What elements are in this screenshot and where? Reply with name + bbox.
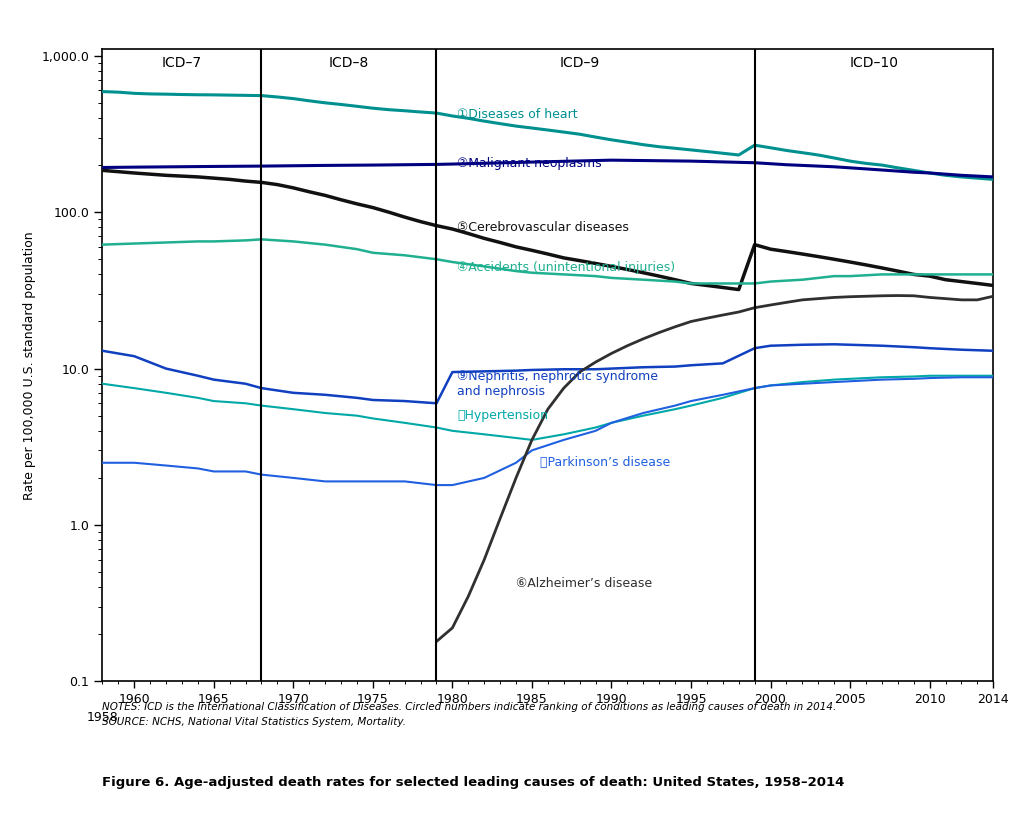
Text: ICD–8: ICD–8 xyxy=(329,56,369,70)
Text: 1958: 1958 xyxy=(86,711,119,723)
Text: ⑥Alzheimer’s disease: ⑥Alzheimer’s disease xyxy=(516,577,652,590)
Text: Figure 6. Age-adjusted death rates for selected leading causes of death: United : Figure 6. Age-adjusted death rates for s… xyxy=(102,776,845,789)
Text: ICD–9: ICD–9 xyxy=(559,56,600,70)
Text: ①Diseases of heart: ①Diseases of heart xyxy=(457,108,578,122)
Text: NOTES: ICD is the International Classification of Diseases. Circled numbers indi: NOTES: ICD is the International Classifi… xyxy=(102,702,837,712)
Text: ④Accidents (unintentional injuries): ④Accidents (unintentional injuries) xyxy=(457,261,675,274)
Text: ICD–7: ICD–7 xyxy=(162,56,202,70)
Text: ⑨Nephritis, nephrotic syndrome
and nephrosis: ⑨Nephritis, nephrotic syndrome and nephr… xyxy=(457,369,658,397)
Text: ⑤Cerebrovascular diseases: ⑤Cerebrovascular diseases xyxy=(457,221,629,234)
Y-axis label: Rate per 100,000 U.S. standard population: Rate per 100,000 U.S. standard populatio… xyxy=(23,231,36,500)
Text: SOURCE: NCHS, National Vital Statistics System, Mortality.: SOURCE: NCHS, National Vital Statistics … xyxy=(102,717,407,727)
Text: ⑬Hypertension: ⑬Hypertension xyxy=(457,409,548,422)
Text: ②Malignant neoplasms: ②Malignant neoplasms xyxy=(457,157,602,170)
Text: ⑭Parkinson’s disease: ⑭Parkinson’s disease xyxy=(540,456,670,470)
Text: ICD–10: ICD–10 xyxy=(850,56,898,70)
